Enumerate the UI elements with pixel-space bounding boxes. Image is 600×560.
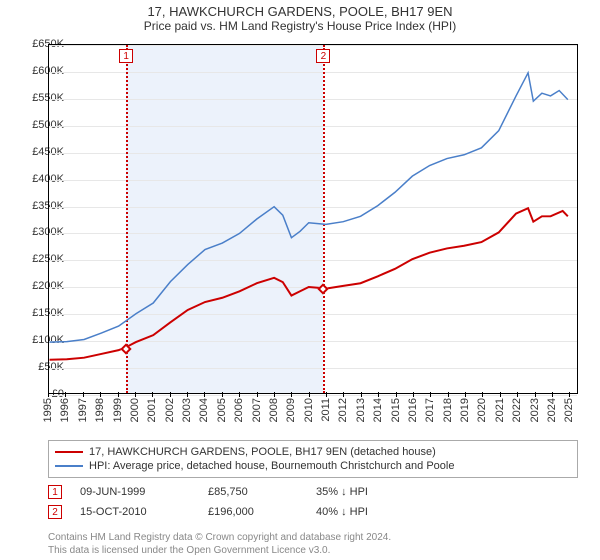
x-tick-label: 2018: [442, 398, 454, 422]
legend-item-property: 17, HAWKCHURCH GARDENS, POOLE, BH17 9EN …: [55, 445, 571, 459]
sale-delta: 40% ↓ HPI: [316, 506, 368, 518]
legend-swatch: [55, 451, 83, 453]
sales-table: 1 09-JUN-1999 £85,750 35% ↓ HPI 2 15-OCT…: [48, 482, 578, 522]
sale-badge: 2: [48, 505, 62, 519]
x-tick-label: 2020: [476, 398, 488, 422]
x-tick-label: 2014: [372, 398, 384, 422]
x-tick-label: 2003: [181, 398, 193, 422]
x-tick-label: 2007: [251, 398, 263, 422]
x-tick-label: 2011: [320, 398, 332, 422]
x-tick-label: 2024: [546, 398, 558, 422]
series-property: [50, 208, 568, 360]
x-tick-label: 2010: [303, 398, 315, 422]
x-tick-label: 2005: [216, 398, 228, 422]
sale-row: 2 15-OCT-2010 £196,000 40% ↓ HPI: [48, 502, 578, 522]
x-tick-label: 2001: [146, 398, 158, 422]
x-tick-label: 2016: [407, 398, 419, 422]
line-series-svg: [49, 45, 577, 393]
sale-price: £196,000: [208, 506, 298, 518]
sale-delta: 35% ↓ HPI: [316, 486, 368, 498]
credit-line: This data is licensed under the Open Gov…: [48, 545, 330, 556]
x-tick-label: 2017: [424, 398, 436, 422]
credit-line: Contains HM Land Registry data © Crown c…: [48, 532, 391, 543]
x-tick-label: 2009: [285, 398, 297, 422]
x-tick-label: 2022: [511, 398, 523, 422]
legend: 17, HAWKCHURCH GARDENS, POOLE, BH17 9EN …: [48, 440, 578, 478]
chart-subtitle: Price paid vs. HM Land Registry's House …: [0, 19, 600, 35]
x-tick-label: 2000: [129, 398, 141, 422]
x-tick-label: 2023: [529, 398, 541, 422]
x-tick-label: 2025: [563, 398, 575, 422]
sale-badge: 1: [48, 485, 62, 499]
x-tick-label: 2002: [164, 398, 176, 422]
series-hpi: [50, 73, 568, 342]
x-tick-label: 1995: [42, 398, 54, 422]
legend-label: HPI: Average price, detached house, Bour…: [89, 460, 454, 472]
sale-marker-badge: 1: [119, 49, 133, 63]
legend-swatch: [55, 465, 83, 467]
x-tick-label: 2004: [198, 398, 210, 422]
sale-date: 15-OCT-2010: [80, 506, 190, 518]
x-tick-label: 1996: [59, 398, 71, 422]
x-tick-label: 2012: [337, 398, 349, 422]
plot-area: 12: [48, 44, 578, 394]
x-tick-label: 2013: [355, 398, 367, 422]
sale-price: £85,750: [208, 486, 298, 498]
sale-row: 1 09-JUN-1999 £85,750 35% ↓ HPI: [48, 482, 578, 502]
x-tick-label: 1998: [94, 398, 106, 422]
x-tick-label: 2021: [494, 398, 506, 422]
x-tick-label: 2008: [268, 398, 280, 422]
x-tick-label: 2006: [233, 398, 245, 422]
chart-container: 17, HAWKCHURCH GARDENS, POOLE, BH17 9EN …: [0, 0, 600, 560]
x-tick-label: 1997: [77, 398, 89, 422]
chart-title: 17, HAWKCHURCH GARDENS, POOLE, BH17 9EN: [0, 0, 600, 19]
sale-marker-badge: 2: [316, 49, 330, 63]
credit-text: Contains HM Land Registry data © Crown c…: [48, 532, 578, 557]
x-tick-label: 2019: [459, 398, 471, 422]
legend-label: 17, HAWKCHURCH GARDENS, POOLE, BH17 9EN …: [89, 446, 436, 458]
legend-item-hpi: HPI: Average price, detached house, Bour…: [55, 459, 571, 473]
x-tick-label: 2015: [390, 398, 402, 422]
x-tick-label: 1999: [112, 398, 124, 422]
sale-date: 09-JUN-1999: [80, 486, 190, 498]
